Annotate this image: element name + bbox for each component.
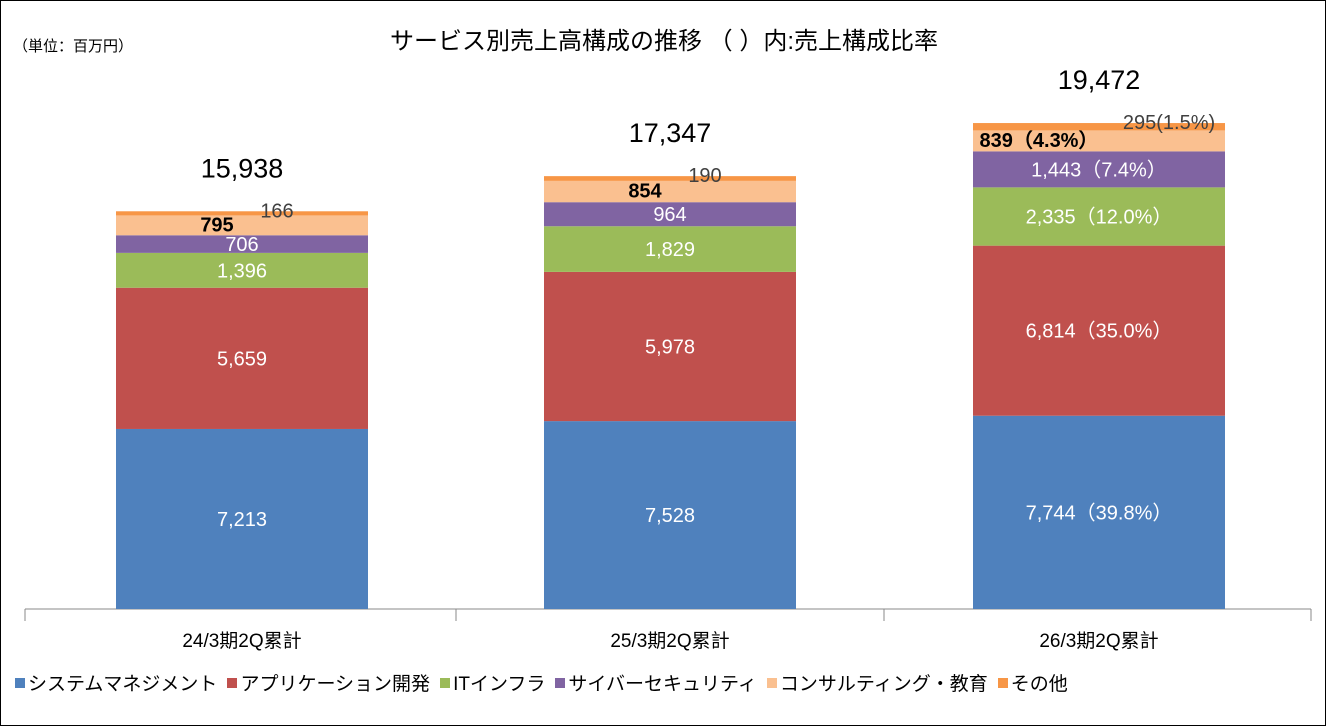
- bar-segment: [544, 271, 796, 422]
- legend: システムマネジメント アプリケーション開発 ITインフラ サイバーセキュリティ コンサル…: [15, 669, 1068, 696]
- x-tick-label: 26/3期2Q累計: [1039, 630, 1158, 652]
- legend-label: ITインフラ: [453, 674, 546, 695]
- data-label: 854: [628, 181, 662, 203]
- total-label: 15,938: [201, 153, 284, 183]
- legend-item: システムマネジメント: [15, 669, 217, 696]
- data-label: 964: [653, 204, 686, 226]
- bar-segment: [116, 287, 368, 429]
- legend-swatch: [766, 677, 777, 688]
- legend-label: アプリケーション開発: [240, 674, 431, 695]
- data-label: 7,213: [217, 509, 267, 531]
- bar-segment: [544, 421, 796, 609]
- data-label: 795: [200, 214, 233, 236]
- bar-segment: [116, 252, 368, 288]
- legend-item: その他: [997, 669, 1068, 696]
- data-label: 839（4.3%）: [980, 129, 1099, 152]
- bar-segment: [544, 180, 796, 203]
- data-label: 295(1.5%): [1123, 112, 1215, 134]
- x-tick-label: 25/3期2Q累計: [610, 630, 729, 652]
- legend-label: サイバーセキュリティ: [568, 674, 757, 695]
- legend-label: コンサルティング・教育: [779, 674, 988, 695]
- data-label: 166: [260, 200, 293, 222]
- bar-segment: [973, 415, 1225, 609]
- bar-segment: [544, 176, 796, 181]
- total-label: 19,472: [1058, 65, 1141, 95]
- bar-segment: [973, 245, 1225, 416]
- bar-segment: [544, 202, 796, 227]
- legend-item: コンサルティング・教育: [766, 669, 988, 696]
- bar-segment: [544, 226, 796, 272]
- unit-label: （単位：百万円）: [13, 38, 134, 55]
- legend-swatch: [555, 677, 566, 688]
- data-label: 6,814（35.0%）: [1026, 320, 1173, 343]
- bar-segment: [116, 215, 368, 236]
- data-label: 1,829: [645, 239, 695, 261]
- data-label: 706: [225, 234, 258, 256]
- bar-segment: [116, 428, 368, 609]
- chart-title: サービス別売上高構成の推移 （ ）内:売上構成比率: [389, 28, 938, 55]
- legend-swatch: [227, 677, 238, 688]
- bar-segment: [116, 211, 368, 216]
- total-label: 17,347: [629, 118, 712, 148]
- legend-item: サイバーセキュリティ: [555, 669, 757, 696]
- data-label: 5,978: [645, 337, 695, 359]
- legend-swatch: [15, 677, 25, 688]
- bar-segment: [973, 187, 1225, 246]
- legend-swatch: [440, 677, 451, 688]
- legend-item: ITインフラ: [440, 669, 545, 696]
- data-label: 1,443（7.4%）: [1031, 158, 1167, 181]
- data-label: 1,396: [217, 260, 267, 282]
- data-label: 7,528: [645, 505, 695, 527]
- data-label: 5,659: [217, 348, 267, 370]
- bar-segment: [973, 123, 1225, 131]
- bar-segment: [973, 151, 1225, 188]
- legend-swatch: [997, 677, 1008, 688]
- data-label: 7,744（39.8%）: [1026, 501, 1173, 524]
- data-label: 2,335（12.0%）: [1026, 206, 1173, 229]
- x-tick-label: 24/3期2Q累計: [182, 630, 301, 652]
- data-label: 190: [688, 165, 721, 187]
- bar-segment: [116, 235, 368, 253]
- legend-label: その他: [1010, 674, 1068, 695]
- bar-segment: [973, 130, 1225, 152]
- legend-label: システムマネジメント: [28, 674, 218, 695]
- legend-item: アプリケーション開発: [227, 669, 430, 696]
